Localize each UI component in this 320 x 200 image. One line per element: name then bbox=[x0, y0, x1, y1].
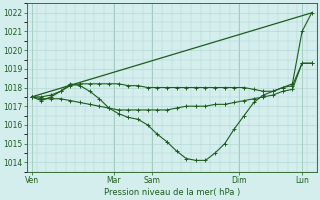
X-axis label: Pression niveau de la mer( hPa ): Pression niveau de la mer( hPa ) bbox=[104, 188, 240, 197]
